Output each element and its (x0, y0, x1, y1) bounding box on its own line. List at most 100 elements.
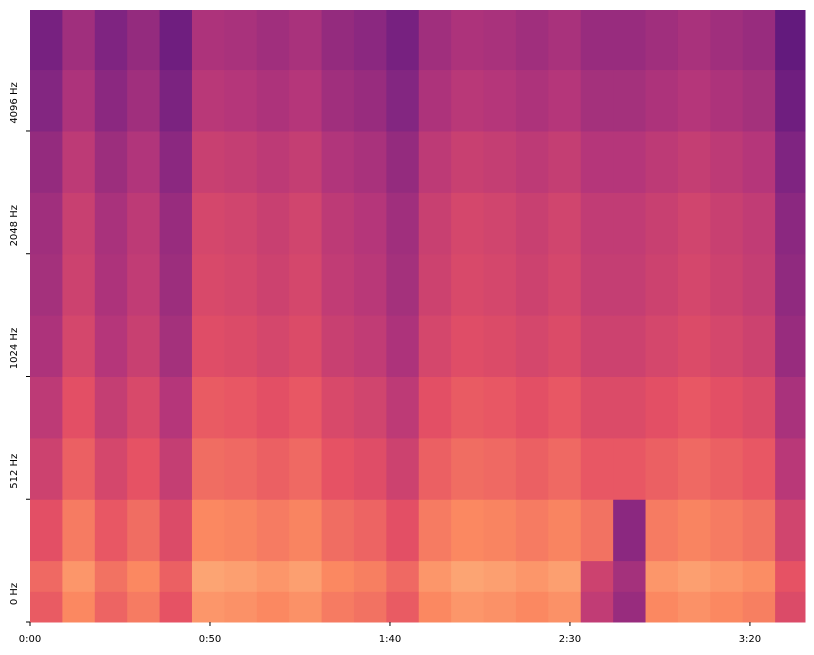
spectrogram-cell (224, 437, 258, 500)
spectrogram-cell (515, 315, 549, 377)
spectrogram-cell (580, 192, 614, 255)
x-tick-label: 0:50 (199, 634, 221, 645)
spectrogram-cell (353, 437, 387, 500)
spectrogram-cell (742, 499, 776, 562)
spectrogram-cell (580, 376, 614, 439)
spectrogram-cell (515, 192, 549, 255)
spectrogram-cell (613, 130, 647, 193)
spectrogram-cell (191, 437, 225, 500)
spectrogram-cell (353, 69, 387, 132)
spectrogram-cell (645, 560, 679, 592)
spectrogram-cell (94, 10, 128, 71)
spectrogram-cell (580, 130, 614, 193)
spectrogram-cell (256, 437, 290, 500)
spectrogram-cell (645, 315, 679, 377)
spectrogram-cell (418, 591, 452, 623)
spectrogram-cell (159, 10, 193, 71)
spectrogram-cell (256, 192, 290, 255)
spectrogram-cell (127, 376, 161, 439)
spectrogram-cell (775, 10, 806, 71)
spectrogram-cell (30, 376, 63, 439)
spectrogram-cell (613, 376, 647, 439)
spectrogram-cell (645, 10, 679, 71)
spectrogram-cell (418, 315, 452, 377)
spectrogram-cell (289, 560, 323, 592)
y-tick-label: 2048 Hz (9, 205, 20, 246)
spectrogram-cell (94, 192, 128, 255)
spectrogram-cell (548, 591, 582, 623)
spectrogram-cell (191, 253, 225, 316)
spectrogram-cell (224, 130, 258, 193)
spectrogram-cell (30, 10, 63, 71)
spectrogram-cell (645, 130, 679, 193)
spectrogram-cell (62, 560, 96, 592)
spectrogram-cell (548, 69, 582, 132)
spectrogram-cell (742, 192, 776, 255)
spectrogram-cell (386, 10, 420, 71)
spectrogram-cell (515, 130, 549, 193)
spectrogram-cell (775, 560, 806, 592)
spectrogram-cell (580, 253, 614, 316)
spectrogram-cell (30, 130, 63, 193)
spectrogram-cell (289, 253, 323, 316)
spectrogram-cell (159, 376, 193, 439)
spectrogram-cell (548, 253, 582, 316)
spectrogram-cell (742, 437, 776, 500)
x-tick-label: 3:20 (739, 634, 761, 645)
spectrogram-cell (353, 192, 387, 255)
spectrogram-cell (321, 253, 355, 316)
spectrogram-cell (645, 437, 679, 500)
spectrogram-cell (256, 591, 290, 623)
spectrogram-cell (613, 69, 647, 132)
spectrogram-cell (645, 499, 679, 562)
spectrogram-cell (62, 499, 96, 562)
spectrogram-cell (775, 591, 806, 623)
spectrogram-cell (127, 130, 161, 193)
spectrogram-cell (321, 560, 355, 592)
spectrogram-cell (159, 437, 193, 500)
spectrogram-cell (256, 499, 290, 562)
spectrogram-cell (62, 130, 96, 193)
spectrogram-cell (418, 69, 452, 132)
spectrogram-cell (483, 10, 517, 71)
spectrogram-cell (548, 376, 582, 439)
spectrogram-cell (30, 192, 63, 255)
spectrogram-cell (224, 315, 258, 377)
spectrogram-cell (256, 376, 290, 439)
spectrogram-cell (224, 69, 258, 132)
spectrogram-cell (62, 69, 96, 132)
spectrogram-cell (742, 253, 776, 316)
spectrogram-cell (451, 192, 485, 255)
spectrogram-cell (742, 315, 776, 377)
spectrogram-cell (62, 253, 96, 316)
y-tick-label: 0 Hz (9, 583, 20, 605)
spectrogram-cell (224, 560, 258, 592)
y-tick-label: 512 Hz (9, 454, 20, 489)
spectrogram-cell (677, 437, 711, 500)
spectrogram-cell (775, 315, 806, 377)
spectrogram-cell (159, 253, 193, 316)
spectrogram-cell (451, 130, 485, 193)
spectrogram-cell (62, 10, 96, 71)
spectrogram-cell (710, 315, 744, 377)
spectrogram-cell (548, 315, 582, 377)
spectrogram-cell (742, 10, 776, 71)
spectrogram-cell (159, 499, 193, 562)
spectrogram-cell (677, 130, 711, 193)
spectrogram-cell (451, 376, 485, 439)
spectrogram-cell (677, 376, 711, 439)
spectrogram-cell (483, 253, 517, 316)
spectrogram-cell (224, 499, 258, 562)
spectrogram-cell (710, 192, 744, 255)
spectrogram-cell (742, 560, 776, 592)
spectrogram-cell (613, 192, 647, 255)
spectrogram-cell (289, 10, 323, 71)
spectrogram-cell (580, 560, 614, 592)
spectrogram-cell (580, 591, 614, 623)
spectrogram-cell (677, 315, 711, 377)
spectrogram-cell (256, 315, 290, 377)
spectrogram-cell (483, 560, 517, 592)
spectrogram-cell (613, 437, 647, 500)
spectrogram-cell (613, 499, 647, 562)
